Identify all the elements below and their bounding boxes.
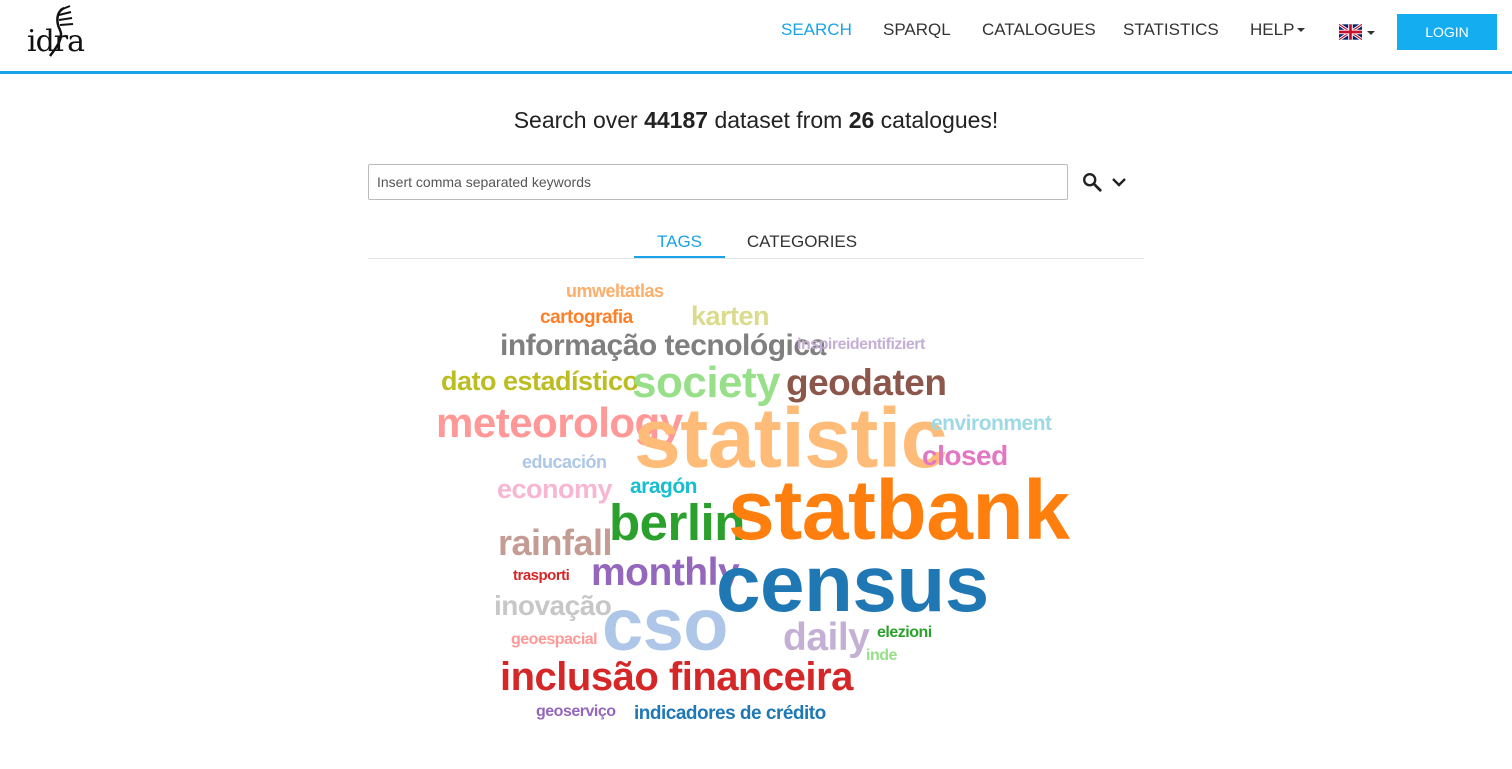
logo-mark-icon [49, 5, 74, 57]
tag-closed[interactable]: closed [922, 440, 1008, 471]
tag-inde[interactable]: inde [866, 647, 897, 664]
tag-inovacao[interactable]: inovação [494, 590, 612, 621]
nav-search[interactable]: SEARCH [781, 20, 852, 39]
tabs-divider [368, 258, 1144, 259]
tag-aragon[interactable]: aragón [630, 475, 698, 498]
nav-help-label: HELP [1250, 20, 1295, 39]
tag-inclusao-financeira[interactable]: inclusão financeira [500, 655, 853, 699]
headline-suffix: catalogues! [880, 107, 999, 133]
tab-tags[interactable]: TAGS [634, 232, 725, 258]
headline-prefix: Search over [513, 107, 638, 133]
tag-trasporti[interactable]: trasporti [513, 567, 570, 584]
tag-society[interactable]: society [632, 358, 781, 407]
dataset-count: 44187 [644, 107, 709, 133]
headline-middle: dataset from [714, 107, 843, 133]
tag-informacao-tecnologica[interactable]: informação tecnológica [500, 329, 826, 362]
tag-census[interactable]: census [716, 539, 989, 628]
tag-statbank[interactable]: statbank [728, 463, 1070, 557]
caret-down-icon [1297, 28, 1306, 32]
nav-catalogues[interactable]: CATALOGUES [982, 20, 1096, 39]
tag-geoespacial[interactable]: geoespacial [511, 631, 598, 648]
keyword-search-input[interactable] [368, 164, 1068, 200]
catalogue-count: 26 [848, 107, 875, 133]
tag-elezioni[interactable]: elezioni [877, 624, 932, 641]
uk-flag-icon[interactable] [1339, 24, 1362, 40]
tab-categories[interactable]: CATEGORIES [746, 232, 858, 251]
tag-umweltatlas[interactable]: umweltatlas [566, 281, 664, 301]
tag-statistic[interactable]: statistic [634, 391, 947, 485]
tag-rainfall[interactable]: rainfall [498, 522, 613, 563]
chevron-down-icon[interactable] [1110, 174, 1128, 190]
login-button[interactable]: LOGIN [1397, 14, 1497, 50]
tag-environment[interactable]: environment [931, 412, 1052, 435]
tag-inspireidentifiziert[interactable]: inspireidentifiziert [797, 336, 925, 353]
top-navbar: idra SEARCH SPARQL CATALOGUES STATISTICS… [0, 0, 1512, 74]
tag-berlin[interactable]: berlin [609, 494, 745, 551]
logo-text: idra [27, 24, 85, 59]
tag-daily[interactable]: daily [783, 616, 870, 659]
nav-statistics[interactable]: STATISTICS [1123, 20, 1219, 39]
tag-economy[interactable]: economy [497, 474, 613, 504]
tag-karten[interactable]: karten [691, 301, 770, 331]
tag-educacion[interactable]: educación [522, 452, 607, 472]
tag-dato-estadistico[interactable]: dato estadístico [441, 366, 639, 396]
nav-help[interactable]: HELP [1250, 20, 1306, 40]
tag-geodaten[interactable]: geodaten [786, 362, 947, 403]
tag-meteorology[interactable]: meteorology [436, 399, 683, 446]
tag-monthly[interactable]: monthly [591, 551, 740, 594]
idra-logo[interactable]: idra [26, 4, 94, 60]
nav-sparql[interactable]: SPARQL [883, 20, 951, 39]
tag-cartografia[interactable]: cartografia [540, 307, 633, 328]
search-icon[interactable] [1081, 171, 1103, 193]
tag-cso[interactable]: cso [602, 583, 729, 666]
tag-indicadores-de-credito[interactable]: indicadores de crédito [634, 703, 826, 724]
tag-geoservico[interactable]: geoserviço [536, 703, 616, 720]
search-headline: Search over 44187 dataset from 26 catalo… [0, 107, 1512, 134]
language-caret-icon[interactable] [1367, 31, 1375, 35]
